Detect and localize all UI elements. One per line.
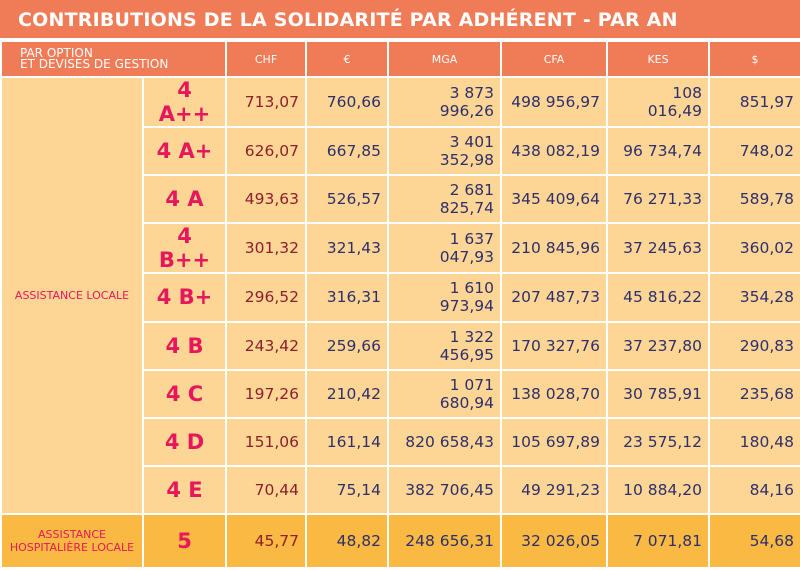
value-cell: 7 071,81 [606, 513, 711, 570]
table-row: 4 B+ 296,52 316,31 1 610 973,94 207 487,73 45… [1, 272, 800, 323]
value-cell: 290,83 [708, 320, 800, 371]
value-cell: 49 291,23 [500, 465, 609, 516]
option-label: 4 B [141, 320, 228, 371]
table-row: 4 A+ 626,07 667,85 3 401 352,98 438 082,19 96… [1, 125, 800, 177]
value-cell: 235,68 [708, 368, 800, 419]
header-eur: € [305, 40, 390, 78]
header-mga: MGA [387, 40, 503, 78]
header-kes: KES [606, 40, 711, 78]
value-cell: 851,97 [708, 76, 800, 128]
value-cell: 2 681 825,74 [387, 174, 503, 225]
table-title: CONTRIBUTIONS DE LA SOLIDARITÉ PAR ADHÉR… [0, 0, 800, 38]
value-cell: 526,57 [305, 174, 390, 225]
header-chf: CHF [225, 40, 308, 78]
value-cell: 37 237,80 [606, 320, 711, 371]
value-cell: 498 956,97 [500, 76, 609, 128]
value-cell: 820 658,43 [387, 416, 503, 468]
option-label: 4 A++ [141, 76, 228, 128]
header-usd: $ [708, 40, 800, 78]
value-cell: 1 322 456,95 [387, 320, 503, 371]
option-label: 4 B+ [141, 272, 228, 323]
table-row: ASSISTANCE LOCALE 4 A++ 713,07 760,66 3 873 … [0, 75, 800, 516]
option-label: 4 B++ [141, 222, 228, 275]
value-cell: 30 785,91 [606, 368, 711, 419]
option-label: 4 A+ [141, 125, 228, 177]
value-cell: 3 873 996,26 [387, 76, 503, 128]
value-cell: 70,44 [225, 465, 308, 516]
value-cell: 626,07 [225, 125, 308, 177]
value-cell: 48,82 [305, 513, 390, 570]
value-cell: 210 845,96 [500, 222, 609, 275]
value-cell: 37 245,63 [606, 222, 711, 275]
value-cell: 296,52 [225, 272, 308, 323]
table-row: 4 E 70,44 75,14 382 706,45 49 291,23 10 884,2… [1, 465, 800, 516]
value-cell: 161,14 [305, 416, 390, 468]
option-label: 5 [141, 513, 228, 570]
value-cell: 45 816,22 [606, 272, 711, 323]
value-cell: 354,28 [708, 272, 800, 323]
value-cell: 3 401 352,98 [387, 125, 503, 177]
value-cell: 345 409,64 [500, 174, 609, 225]
value-cell: 316,31 [305, 272, 390, 323]
header-label-line1: PAR OPTION [20, 46, 93, 60]
table-row: ASSISTANCE HOSPITALIÈRE LOCALE 5 45,77 48,8… [0, 513, 800, 570]
group-assistance-hospitaliere: ASSISTANCE HOSPITALIÈRE LOCALE [0, 513, 144, 570]
option-label: 4 C [141, 368, 228, 419]
value-cell: 23 575,12 [606, 416, 711, 468]
table-row: 4 A 493,63 526,57 2 681 825,74 345 409,64 76 … [1, 174, 800, 225]
value-cell: 32 026,05 [500, 513, 609, 570]
value-cell: 54,68 [708, 513, 800, 570]
value-cell: 151,06 [225, 416, 308, 468]
value-cell: 748,02 [708, 125, 800, 177]
value-cell: 210,42 [305, 368, 390, 419]
value-cell: 138 028,70 [500, 368, 609, 419]
value-cell: 1 637 047,93 [387, 222, 503, 275]
value-cell: 207 487,73 [500, 272, 609, 323]
group-assistance-locale: ASSISTANCE LOCALE [0, 75, 144, 516]
value-cell: 45,77 [225, 513, 308, 570]
value-cell: 301,32 [225, 222, 308, 275]
value-cell: 321,43 [305, 222, 390, 275]
value-cell: 493,63 [225, 174, 308, 225]
value-cell: 75,14 [305, 465, 390, 516]
value-cell: 108 016,49 [606, 76, 711, 128]
value-cell: 360,02 [708, 222, 800, 275]
table-row: 4 B 243,42 259,66 1 322 456,95 170 327,76 37 … [1, 320, 800, 371]
value-cell: 667,85 [305, 125, 390, 177]
option-label: 4 A [141, 174, 228, 225]
header-cfa: CFA [500, 40, 609, 78]
value-cell: 259,66 [305, 320, 390, 371]
table-row: 4 B++ 301,32 321,43 1 637 047,93 210 845,96 3… [1, 222, 800, 275]
header-label-line2: ET DEVISES DE GESTION [20, 57, 169, 71]
value-cell: 243,42 [225, 320, 308, 371]
value-cell: 84,16 [708, 465, 800, 516]
value-cell: 1 071 680,94 [387, 368, 503, 419]
value-cell: 248 656,31 [387, 513, 503, 570]
value-cell: 438 082,19 [500, 125, 609, 177]
contributions-table: PAR OPTION ET DEVISES DE GESTION CHF € MG… [0, 40, 800, 570]
value-cell: 105 697,89 [500, 416, 609, 468]
value-cell: 589,78 [708, 174, 800, 225]
table-row: 4 C 197,26 210,42 1 071 680,94 138 028,70 30 … [1, 368, 800, 419]
value-cell: 170 327,76 [500, 320, 609, 371]
value-cell: 382 706,45 [387, 465, 503, 516]
value-cell: 180,48 [708, 416, 800, 468]
value-cell: 10 884,20 [606, 465, 711, 516]
value-cell: 197,26 [225, 368, 308, 419]
value-cell: 96 734,74 [606, 125, 711, 177]
value-cell: 1 610 973,94 [387, 272, 503, 323]
header-option-label: PAR OPTION ET DEVISES DE GESTION [0, 40, 228, 78]
value-cell: 713,07 [225, 76, 308, 128]
value-cell: 760,66 [305, 76, 390, 128]
value-cell: 76 271,33 [606, 174, 711, 225]
table-row: 4 D 151,06 161,14 820 658,43 105 697,89 23 57… [1, 416, 800, 468]
option-label: 4 E [141, 465, 228, 516]
header-row: PAR OPTION ET DEVISES DE GESTION CHF € MG… [0, 40, 800, 78]
option-label: 4 D [141, 416, 228, 468]
